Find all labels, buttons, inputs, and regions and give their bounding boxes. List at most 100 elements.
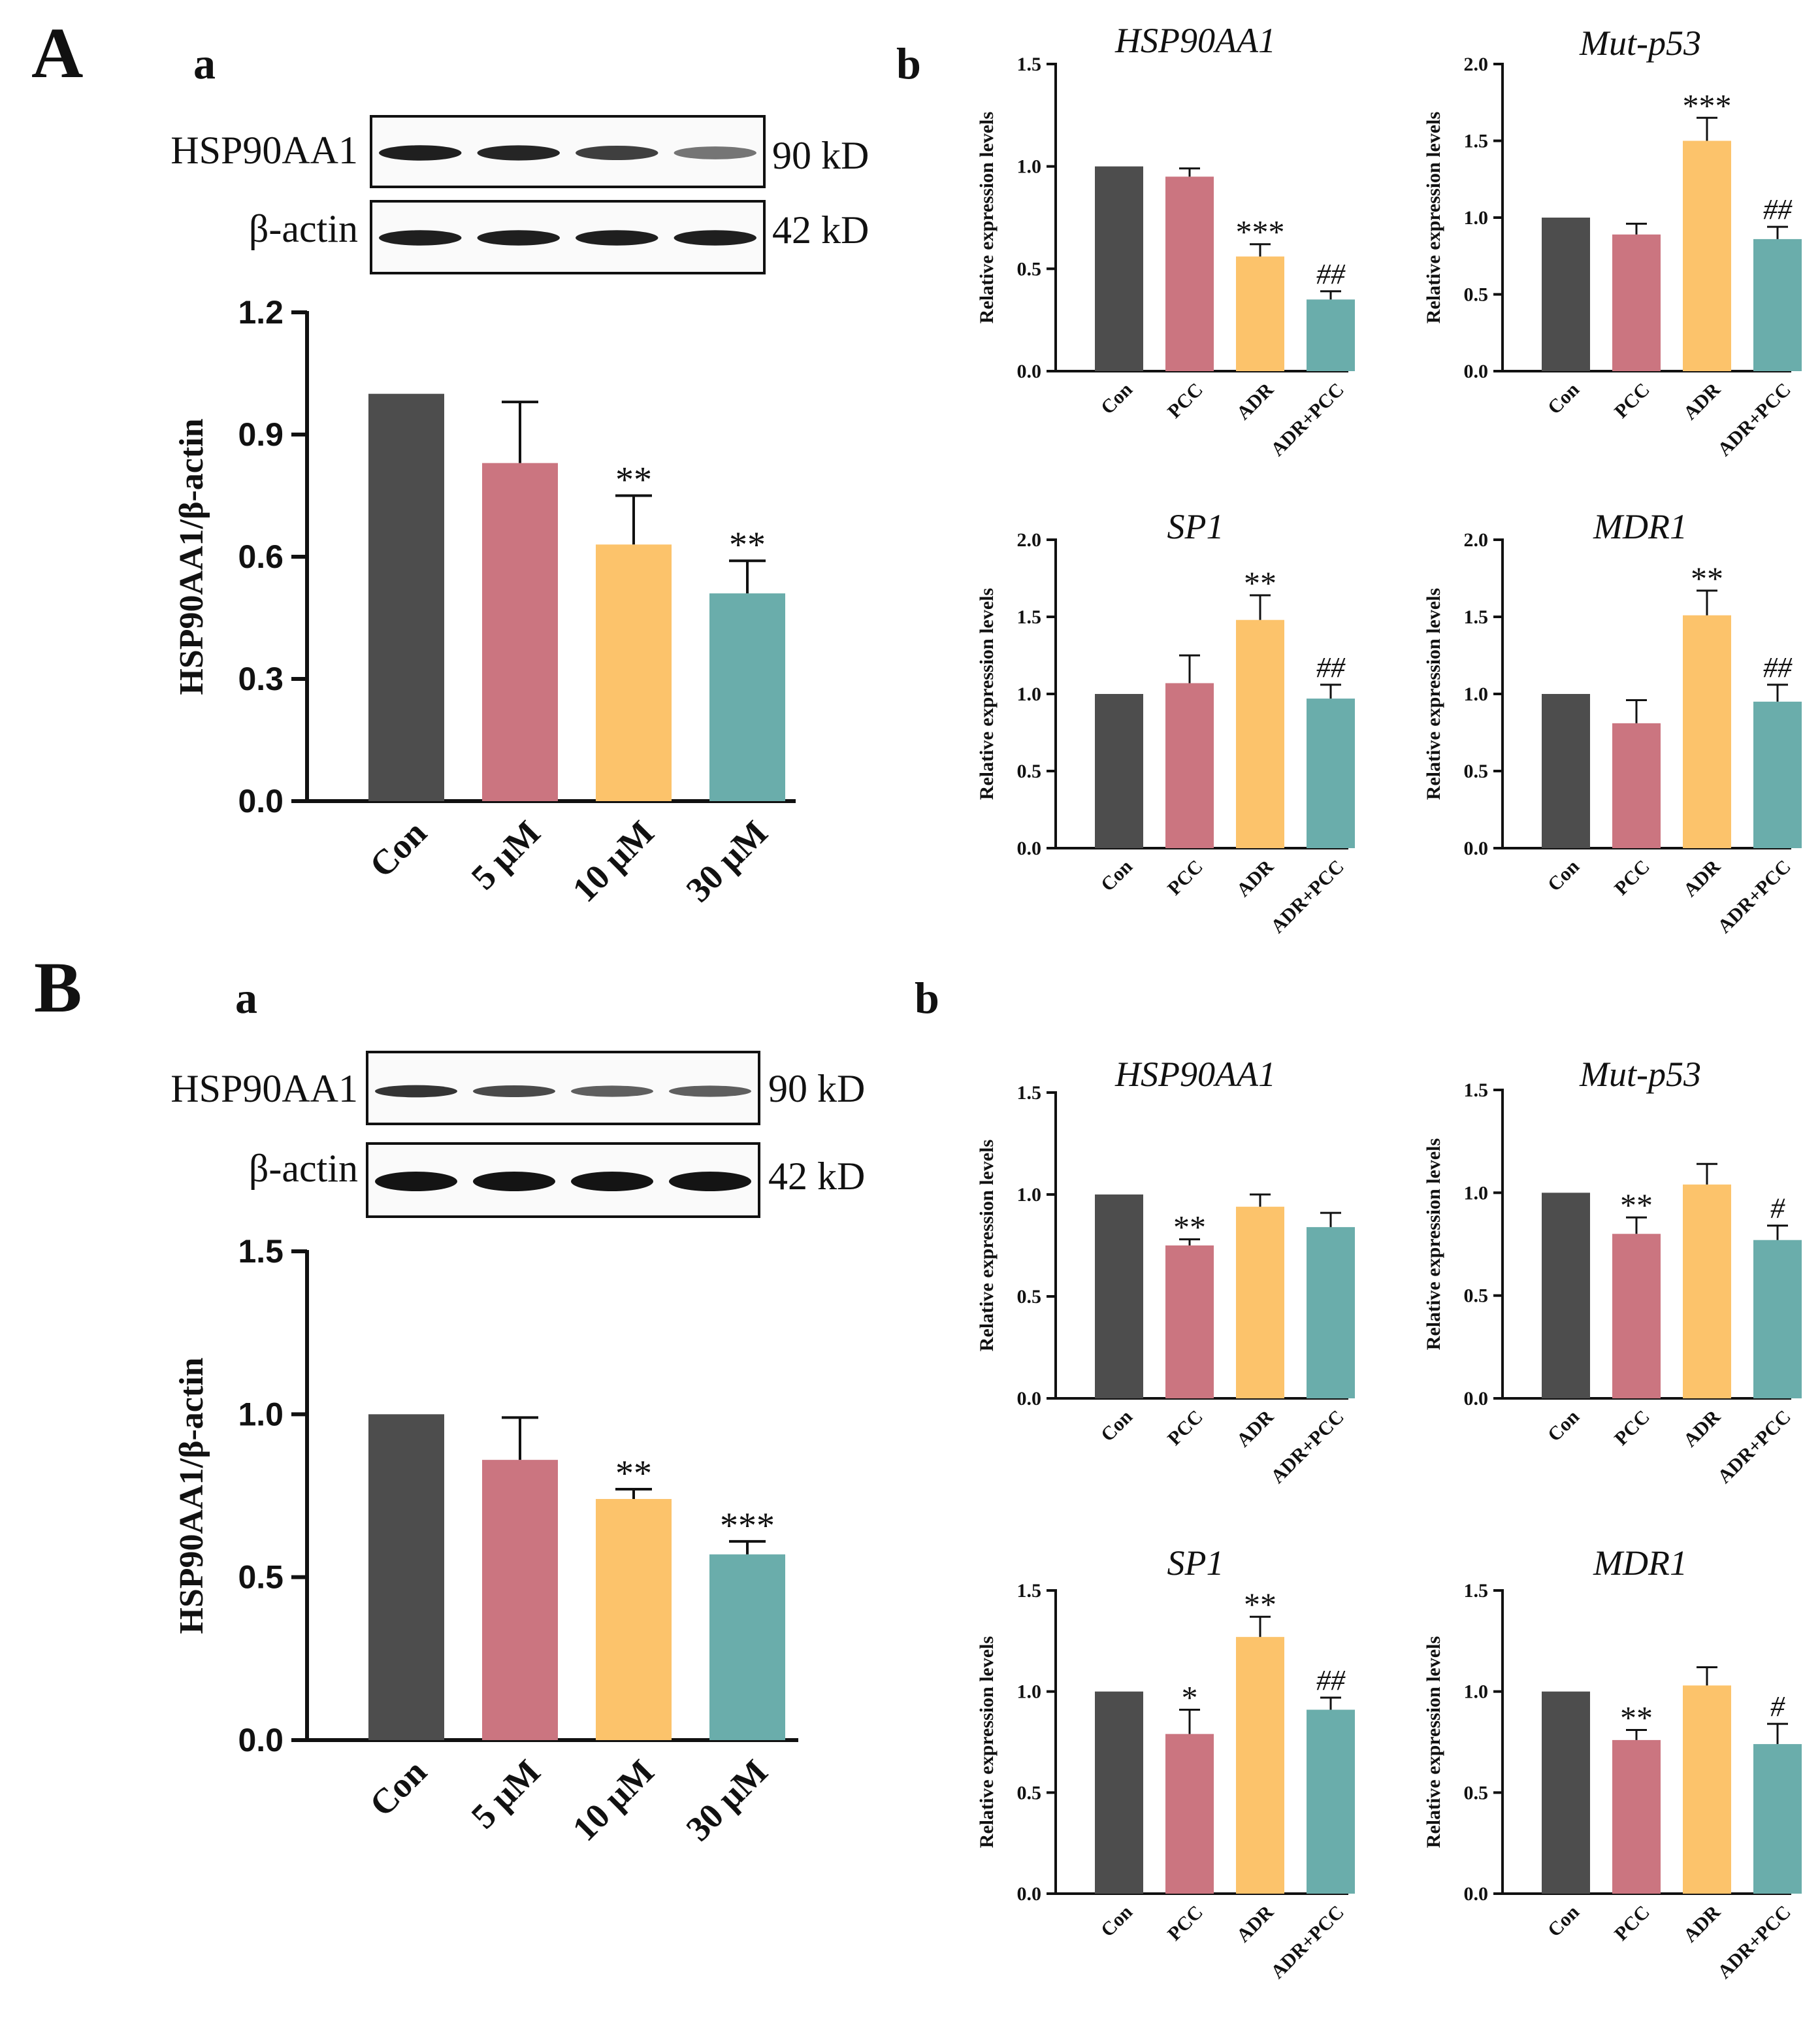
significance-label: **: [1244, 1586, 1276, 1622]
blot-band: [379, 145, 462, 161]
y-tick-label: 1.0: [1017, 156, 1042, 178]
blot-band: [674, 146, 756, 159]
bar-con: [1095, 166, 1143, 371]
y-tick-label: 1.5: [1464, 131, 1489, 152]
blot-band: [669, 1172, 751, 1191]
y-tick-label: 0.0: [1017, 838, 1042, 859]
y-tick-label: 0.5: [1464, 761, 1489, 782]
bar-adr: [1236, 256, 1284, 371]
y-tick-label: 0.6: [238, 538, 284, 575]
western-blot-A: HSP90AA1 90 kD β-actin 42 kD: [171, 115, 869, 274]
blot-A-row1-bands: [379, 145, 756, 161]
bar-adr-pcc: [1753, 701, 1802, 848]
significance-label: ***: [1236, 214, 1285, 250]
y-tick-label: 1.0: [1017, 1184, 1042, 1206]
significance-label: **: [1173, 1209, 1206, 1245]
significance-label: ##: [1316, 1664, 1346, 1696]
y-tick-label: 0.0: [1464, 838, 1489, 859]
bar-con: [1542, 1691, 1590, 1894]
chart-title: SP1: [1167, 507, 1224, 546]
y-tick-label: 0.0: [1017, 361, 1042, 382]
y-tick-label: 2.0: [1017, 529, 1042, 551]
chart-A-b-1: 0.0 0.5 1.0 1.5 Relative expression levels HS…: [976, 21, 1355, 461]
bar-con: [1542, 694, 1590, 848]
chart-title: SP1: [1167, 1543, 1224, 1583]
bar-pcc: [1612, 234, 1661, 371]
bar-pcc: [1612, 1234, 1661, 1398]
y-tick-label: 0.5: [1017, 1286, 1042, 1308]
bar-con: [1542, 218, 1590, 371]
y-tick-label: 1.5: [1464, 606, 1489, 628]
blot-A-row1-size: 90 kD: [772, 134, 869, 177]
chart-B-b-1: 0.0 0.5 1.0 1.5 Relative expression levels HS…: [976, 1055, 1355, 1488]
y-tick-label: 0.5: [1464, 1782, 1489, 1803]
blot-B-row2-label: β-actin: [249, 1147, 358, 1190]
y-tick-label: 1.5: [1017, 606, 1042, 628]
panel-letter-B: B: [34, 947, 82, 1027]
y-axis-label: Relative expression levels: [1423, 588, 1444, 800]
bar-pcc: [1165, 1245, 1214, 1398]
y-tick-label: 1.5: [1017, 1580, 1042, 1602]
blot-band: [477, 230, 560, 246]
y-tick-label: 0.0: [1017, 1388, 1042, 1409]
y-tick-label: 1.5: [1464, 1580, 1489, 1602]
bar-5-m: [482, 463, 558, 801]
blot-band: [674, 230, 756, 246]
y-tick-label: 1.0: [1464, 683, 1489, 705]
bar-10-m: [596, 544, 672, 801]
significance-label: ##: [1316, 651, 1346, 683]
y-axis-label: Relative expression levels: [976, 1140, 998, 1351]
y-tick-label: 1.5: [1017, 54, 1042, 75]
significance-label: #: [1770, 1193, 1785, 1225]
blot-band: [576, 145, 658, 161]
bar-adr-pcc: [1307, 299, 1355, 371]
chart-title: Mut-p53: [1579, 24, 1701, 63]
chart-title: Mut-p53: [1579, 1055, 1701, 1094]
bar-adr-pcc: [1307, 1227, 1355, 1398]
bar-adr-pcc: [1753, 1744, 1802, 1894]
significance-label: **: [729, 525, 766, 565]
blot-band: [477, 145, 560, 161]
bar-con: [368, 1414, 444, 1740]
blot-band: [379, 230, 462, 246]
y-tick-label: 0.0: [1464, 1388, 1489, 1409]
y-tick-label: 1.5: [238, 1233, 284, 1270]
significance-label: **: [615, 460, 652, 501]
y-tick-label: 1.5: [1017, 1082, 1042, 1104]
blot-B-row1-bands: [375, 1085, 751, 1098]
bar-adr: [1236, 1637, 1284, 1894]
chart-title: HSP90AA1: [1114, 21, 1276, 60]
chart-title: MDR1: [1593, 1543, 1687, 1583]
bar-con: [1095, 1691, 1143, 1894]
y-tick-label: 0.3: [238, 661, 284, 697]
y-axis-label: HSP90AA1/β-actin: [173, 1357, 210, 1634]
blot-band: [473, 1172, 555, 1191]
significance-label: **: [1691, 560, 1723, 597]
y-tick-label: 1.0: [1464, 207, 1489, 229]
bar-5-m: [482, 1460, 558, 1740]
y-tick-label: 0.5: [1017, 1782, 1042, 1803]
y-tick-label: 0.0: [238, 783, 284, 819]
subpanel-letter-B-b: b: [915, 973, 939, 1023]
blot-band: [375, 1085, 457, 1098]
bar-30-m: [709, 1554, 785, 1740]
bar-pcc: [1165, 1734, 1214, 1894]
bar-adr: [1683, 615, 1731, 848]
blot-A-row2-bands: [379, 230, 756, 246]
subpanel-letter-A-a: a: [193, 39, 216, 88]
y-tick-label: 0.5: [1017, 761, 1042, 782]
bar-adr: [1683, 1685, 1731, 1894]
bar-adr-pcc: [1753, 239, 1802, 371]
blot-band: [375, 1172, 457, 1191]
blot-band: [576, 230, 658, 246]
significance-label: ##: [1763, 193, 1793, 225]
y-axis-label: Relative expression levels: [976, 112, 998, 323]
y-axis-label: Relative expression levels: [976, 1636, 998, 1848]
bar-adr-pcc: [1753, 1240, 1802, 1398]
bar-10-m: [596, 1498, 672, 1740]
y-tick-label: 1.0: [1464, 1681, 1489, 1703]
significance-label: **: [1244, 565, 1276, 601]
western-blot-B: HSP90AA1 90 kD β-actin 42 kD: [171, 1051, 865, 1218]
significance-label: ##: [1763, 651, 1793, 683]
